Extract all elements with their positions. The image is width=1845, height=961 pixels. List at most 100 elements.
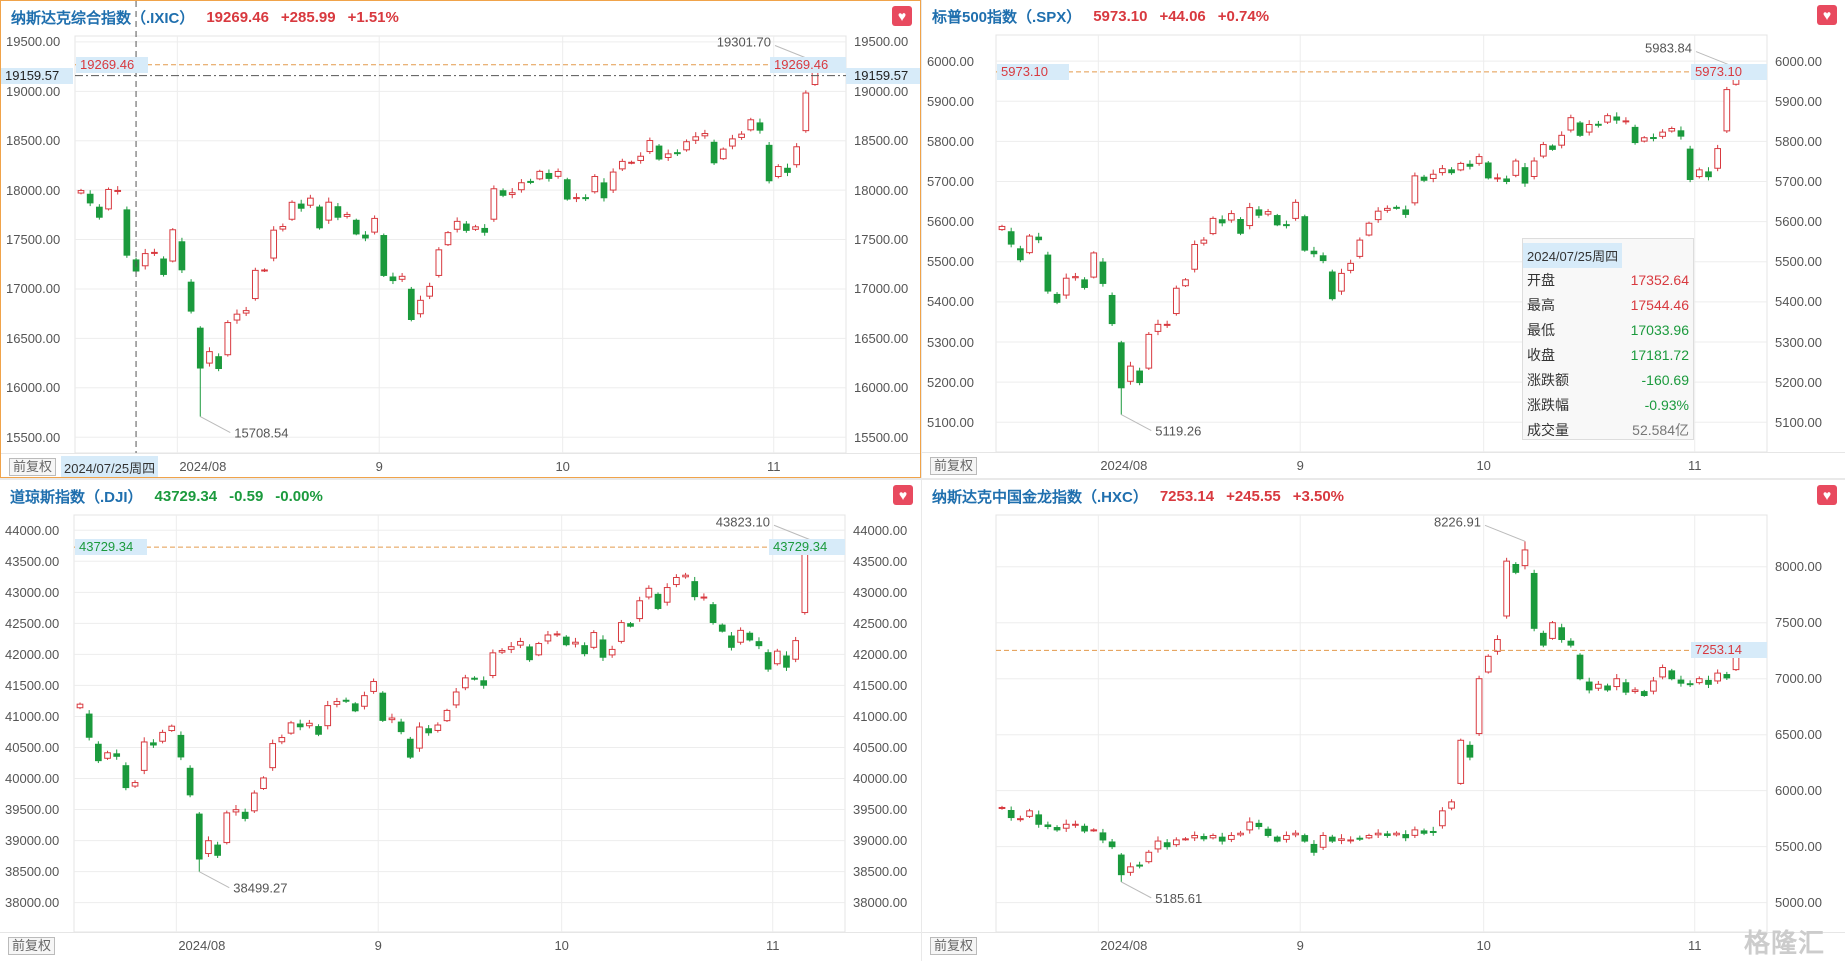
candle-up	[1319, 832, 1327, 850]
candle-body	[77, 190, 85, 194]
chart-panel-dji[interactable]: 道琼斯指数（.DJI） 43729.34 -0.59 -0.00% ♥ 43823.10 3…	[0, 480, 921, 961]
price-adjust-button[interactable]: 前复权	[930, 457, 978, 475]
candle-down	[1117, 340, 1125, 415]
candle-up	[417, 295, 424, 318]
candle-body	[426, 285, 433, 297]
candle-body	[765, 144, 773, 182]
candle-up	[1145, 849, 1153, 864]
candle-up	[1072, 820, 1079, 828]
favorite-heart-icon[interactable]: ♥	[893, 485, 913, 505]
price-adjust-button[interactable]: 前复权	[9, 458, 57, 476]
candle-down	[1108, 838, 1116, 850]
candle-up	[1209, 833, 1217, 840]
candle-up	[1549, 621, 1556, 640]
index-title[interactable]: 标普500指数（.SPX）	[932, 8, 1082, 26]
candle-down	[1356, 835, 1364, 841]
candle-body	[654, 593, 662, 609]
candle-body	[664, 153, 672, 158]
candle-down	[407, 286, 415, 322]
candle-up	[508, 188, 516, 199]
candle-body	[1484, 162, 1492, 179]
candle-down	[783, 651, 790, 671]
y-tick-label-left: 5300.00	[927, 334, 974, 350]
candle-body	[628, 161, 635, 164]
price-adjust-button[interactable]: 前复权	[8, 937, 56, 955]
candle-down	[654, 592, 662, 611]
candle-up	[1659, 129, 1666, 139]
right-price-axis: 44000.00 43500.00 43000.00 42500.00 42000.00…	[845, 515, 921, 932]
candle-up	[1374, 207, 1382, 223]
candle-body	[1026, 235, 1033, 254]
candle-down	[1099, 258, 1107, 287]
month-label: 2024/08	[1100, 458, 1148, 473]
candle-body	[169, 229, 177, 262]
candle-body	[287, 722, 295, 734]
candle-body	[1255, 209, 1263, 216]
candle-body	[793, 146, 800, 166]
candle-down	[1035, 810, 1043, 828]
favorite-heart-icon[interactable]: ♥	[1817, 485, 1837, 505]
index-title[interactable]: 道琼斯指数（.DJI）	[10, 488, 143, 506]
candle-body	[1659, 131, 1666, 137]
favorite-heart-icon[interactable]: ♥	[1817, 5, 1837, 25]
candle-up	[1714, 144, 1721, 172]
candle-body	[1328, 271, 1336, 300]
candle-body	[315, 726, 322, 735]
candle-up	[802, 90, 810, 133]
candle-up	[140, 737, 148, 775]
chart-panel-hxc[interactable]: 纳斯达克中国金龙指数（.HXC） 7253.14 +245.55 +3.50% ♥ 822…	[922, 480, 1845, 961]
candle-body	[1668, 670, 1676, 680]
candle-down	[362, 231, 369, 242]
candle-up	[673, 574, 680, 588]
candle-down	[581, 642, 588, 657]
y-tick-label: 5100.00	[1775, 414, 1822, 430]
low-value-label: 38499.27	[233, 881, 287, 896]
candle-body	[1558, 134, 1566, 146]
candle-body	[1237, 832, 1244, 836]
candlestick-plot[interactable]: 19301.70 15708.54	[74, 1, 847, 454]
price-adjust-button[interactable]: 前复权	[930, 937, 978, 955]
candle-body	[1457, 162, 1465, 171]
candle-down	[1705, 167, 1712, 181]
favorite-heart-icon[interactable]: ♥	[892, 6, 912, 26]
candle-body	[1650, 137, 1657, 140]
index-title[interactable]: 纳斯达克综合指数（.IXIC）	[11, 9, 195, 27]
candle-body	[232, 809, 240, 813]
candle-down	[113, 749, 121, 760]
candle-body	[1640, 691, 1648, 697]
candle-body	[581, 645, 588, 655]
candle-body	[1136, 864, 1143, 867]
candle-up	[1365, 221, 1373, 237]
chart-panel-ixic[interactable]: 纳斯达克综合指数（.IXIC） 19269.46 +285.99 +1.51% ♥ 193…	[0, 0, 921, 478]
candle-body	[1072, 823, 1079, 826]
candle-up	[518, 179, 525, 193]
candle-body	[270, 229, 278, 259]
candle-body	[435, 249, 443, 276]
candle-down	[764, 649, 772, 672]
month-label: 11	[1687, 938, 1702, 953]
candle-down	[728, 632, 735, 651]
index-price: 7253.14	[1159, 487, 1215, 505]
plot-border	[74, 35, 847, 454]
candle-body	[1530, 160, 1538, 177]
candlestick-plot[interactable]: 43823.10 38499.27	[73, 514, 846, 933]
candle-body	[507, 646, 515, 650]
candle-up	[617, 619, 625, 644]
y-tick-label-left: 16500.00	[6, 330, 61, 346]
candle-body	[151, 251, 158, 254]
candle-body	[1659, 667, 1666, 678]
candle-body	[1209, 834, 1217, 839]
chart-panel-spx[interactable]: 标普500指数（.SPX） 5973.10 +44.06 +0.74% ♥ 5983.84…	[922, 0, 1845, 478]
low-leader-line	[199, 871, 230, 889]
index-title[interactable]: 纳斯达克中国金龙指数（.HXC）	[932, 488, 1148, 506]
tooltip-key: 成交量	[1527, 422, 1569, 438]
candle-down	[1081, 277, 1088, 290]
candle-down	[1044, 821, 1052, 830]
candle-body	[645, 587, 653, 598]
candle-up	[1457, 738, 1465, 785]
candle-body	[1622, 120, 1630, 123]
candle-body	[692, 136, 700, 141]
candlestick-plot[interactable]: 8226.91 5185.61	[995, 514, 1768, 933]
candle-body	[1172, 839, 1180, 846]
candle-up	[774, 164, 782, 179]
